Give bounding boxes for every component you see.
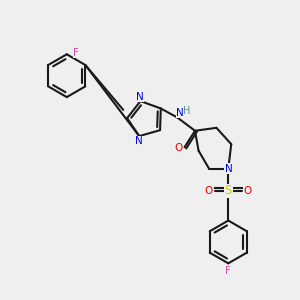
Text: O: O [175, 143, 183, 153]
Text: N: N [135, 136, 142, 146]
Text: N: N [136, 92, 144, 102]
Text: F: F [225, 266, 231, 276]
Text: H: H [183, 106, 190, 116]
Text: N: N [176, 108, 184, 118]
Text: S: S [225, 184, 232, 197]
Text: O: O [244, 186, 252, 196]
Text: F: F [74, 48, 79, 58]
Text: O: O [205, 186, 213, 196]
Text: N: N [225, 164, 233, 173]
